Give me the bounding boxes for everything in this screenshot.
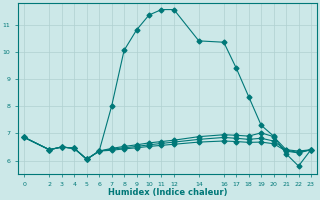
X-axis label: Humidex (Indice chaleur): Humidex (Indice chaleur): [108, 188, 228, 197]
